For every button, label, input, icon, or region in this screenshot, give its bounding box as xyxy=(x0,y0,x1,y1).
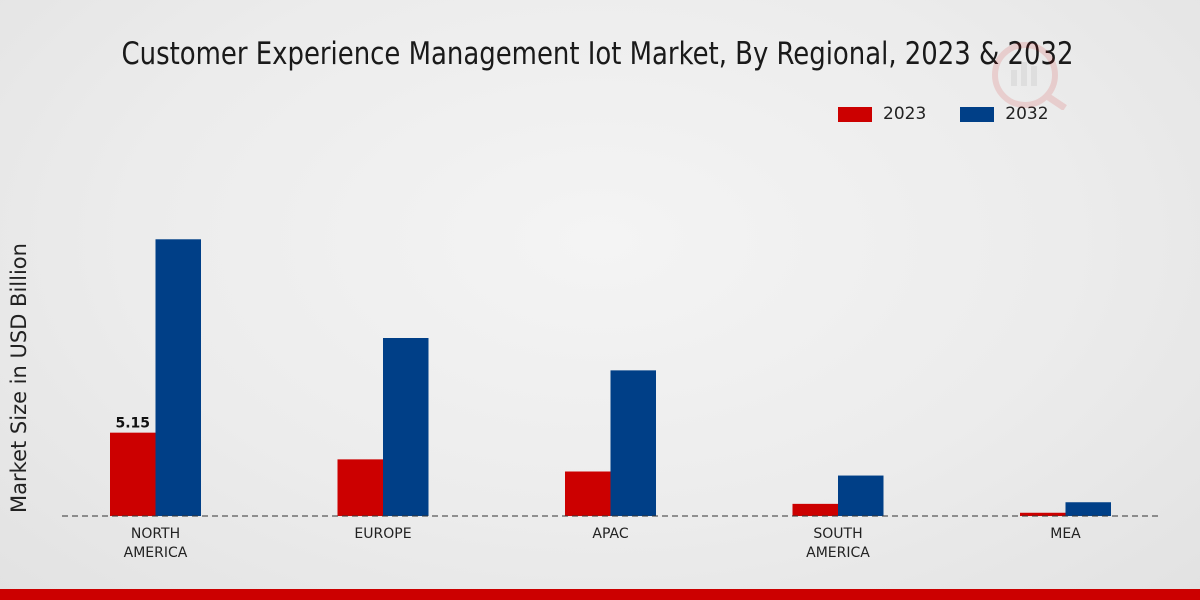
chart-title: Customer Experience Management Iot Marke… xyxy=(121,36,1074,72)
footer-bar xyxy=(0,589,1200,600)
bar-2032-apac xyxy=(610,370,656,516)
legend-item-2023: 2023 xyxy=(838,104,926,124)
bar-2032-mea xyxy=(1065,502,1111,516)
x-tick-label-north-america: NORTH AMERICA xyxy=(124,526,188,561)
bar-2023-europe xyxy=(337,459,383,516)
bar-2023-north-america xyxy=(110,432,156,516)
legend-label-2032: 2032 xyxy=(1005,104,1049,124)
bar-2023-apac xyxy=(565,471,611,516)
x-tick-label-south-america: SOUTH AMERICA xyxy=(806,526,870,561)
watermark-logo-icon xyxy=(992,42,1067,110)
bar-2023-south-america xyxy=(792,503,838,516)
legend-swatch-2032 xyxy=(960,106,995,122)
legend-item-2032: 2032 xyxy=(960,104,1049,124)
legend-label-2023: 2023 xyxy=(883,104,927,124)
x-tick-label-apac: APAC xyxy=(592,526,628,542)
bar-2032-europe xyxy=(383,338,429,516)
legend-swatch-2023 xyxy=(838,106,872,122)
bar-2032-south-america xyxy=(838,475,884,516)
legend: 2023 2032 xyxy=(838,104,1083,124)
bar-2023-mea xyxy=(1020,512,1066,516)
x-tick-label-europe: EUROPE xyxy=(354,526,411,542)
x-tick-label-mea: MEA xyxy=(1050,526,1081,542)
bar-2032-north-america xyxy=(155,239,201,517)
data-label-2023-0: 5.15 xyxy=(115,416,150,432)
